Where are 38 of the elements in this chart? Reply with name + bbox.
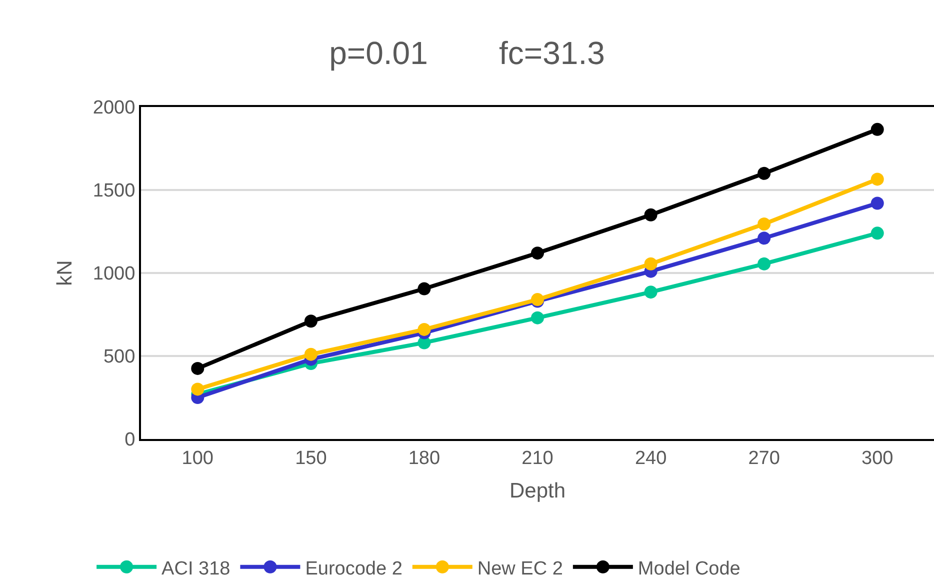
point: [870, 172, 884, 186]
chart-title: p=0.01 fc=31.3: [329, 34, 605, 71]
y-tick-label: 500: [103, 346, 136, 368]
x-tick-label: 300: [862, 448, 894, 469]
x-axis-title: Depth: [509, 480, 566, 502]
point: [758, 218, 771, 231]
y-tick-label: 1000: [92, 264, 136, 285]
legend-label: Eurocode 2: [305, 558, 402, 580]
point: [304, 314, 318, 328]
x-tick-label: 210: [522, 448, 554, 469]
point: [644, 208, 658, 222]
point: [531, 246, 544, 260]
x-tick-label: 100: [182, 448, 214, 469]
legend-label: ACI 318: [162, 558, 230, 580]
point: [644, 257, 658, 270]
point: [870, 196, 884, 210]
point: [758, 257, 771, 270]
point: [644, 286, 658, 299]
y-tick-label: 0: [124, 430, 136, 451]
point: [191, 362, 204, 375]
point: [531, 311, 544, 324]
y-tick-label: 1500: [92, 180, 136, 202]
point: [870, 122, 884, 136]
x-tick-label: 180: [408, 448, 440, 469]
point: [418, 282, 431, 296]
legend-label: New EC 2: [477, 558, 563, 580]
x-tick-label: 150: [295, 448, 327, 469]
point: [418, 322, 431, 336]
point: [870, 226, 884, 240]
point: [191, 382, 204, 396]
y-tick-label: 2000: [92, 98, 136, 119]
point: [304, 348, 318, 361]
legend-label: Model Code: [638, 558, 740, 580]
x-tick-label: 270: [748, 448, 780, 469]
point: [758, 232, 771, 245]
y-axis-title: kN: [54, 260, 77, 286]
x-tick-label: 240: [634, 448, 667, 469]
point: [758, 166, 771, 180]
